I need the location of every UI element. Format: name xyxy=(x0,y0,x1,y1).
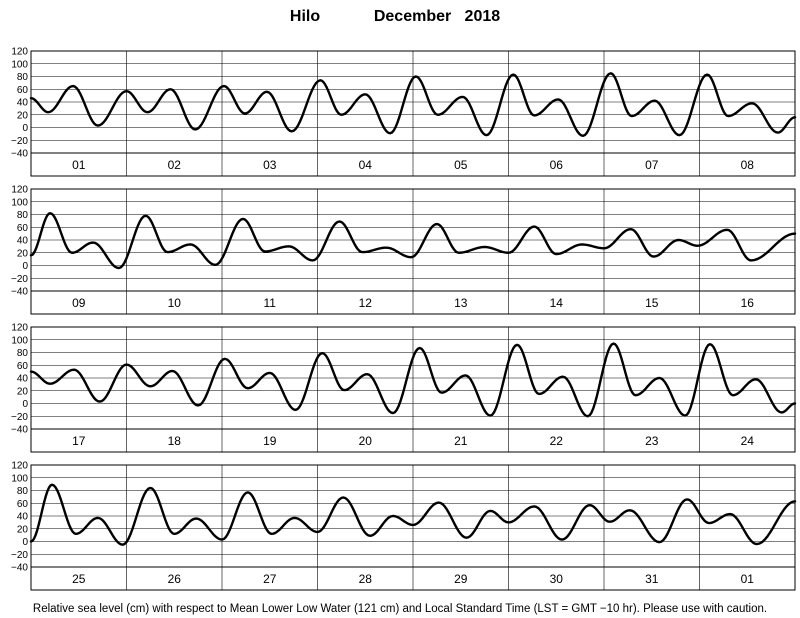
y-tick-label: 100 xyxy=(11,59,28,70)
y-tick-label: 80 xyxy=(17,348,29,359)
y-tick-label: 60 xyxy=(17,499,29,510)
y-tick-label: 60 xyxy=(17,361,29,372)
day-label: 12 xyxy=(359,296,373,310)
day-label: 03 xyxy=(263,158,277,172)
panel-frame xyxy=(30,50,796,177)
day-label: 23 xyxy=(645,434,659,448)
y-tick-label: −40 xyxy=(11,425,28,436)
y-tick-label: 80 xyxy=(17,72,29,83)
y-tick-label: −40 xyxy=(11,287,28,298)
panel-frame xyxy=(30,326,796,453)
day-label: 14 xyxy=(550,296,564,310)
panel-frame xyxy=(30,188,796,315)
day-label: 29 xyxy=(454,572,468,586)
day-label: 10 xyxy=(168,296,182,310)
chart-title-station: Hilo xyxy=(290,8,320,25)
day-label: 16 xyxy=(741,296,755,310)
panel-frame xyxy=(30,464,796,591)
day-label: 22 xyxy=(550,434,564,448)
y-tick-label: 0 xyxy=(22,399,28,410)
y-tick-label: 20 xyxy=(17,248,29,259)
day-label: 13 xyxy=(454,296,468,310)
day-label: 28 xyxy=(359,572,373,586)
y-tick-label: −40 xyxy=(11,149,28,160)
day-label: 11 xyxy=(264,296,277,310)
y-tick-label: 20 xyxy=(17,524,29,535)
tide-series-line xyxy=(29,72,797,137)
day-label: 27 xyxy=(263,572,277,586)
footnote: Relative sea level (cm) with respect to … xyxy=(33,603,767,615)
day-label: 07 xyxy=(645,158,659,172)
day-label: 20 xyxy=(359,434,373,448)
day-label: 09 xyxy=(72,296,86,310)
y-tick-label: 40 xyxy=(17,512,29,523)
day-label: 31 xyxy=(645,572,659,586)
tide-series-line xyxy=(29,483,797,546)
chart-title-period: December 2018 xyxy=(374,8,500,25)
y-tick-label: 120 xyxy=(11,323,28,334)
day-label: 02 xyxy=(168,158,182,172)
y-tick-label: 100 xyxy=(11,197,28,208)
day-label: 19 xyxy=(263,434,277,448)
tide-series-line xyxy=(29,212,797,270)
day-label: 08 xyxy=(741,158,755,172)
day-label: 25 xyxy=(72,572,86,586)
day-label: 17 xyxy=(72,434,86,448)
y-tick-label: 80 xyxy=(17,486,29,497)
day-label: 01 xyxy=(741,572,755,586)
y-tick-label: −20 xyxy=(11,274,28,285)
tide-series-line xyxy=(29,342,797,418)
y-tick-label: 120 xyxy=(11,461,28,472)
y-tick-label: −20 xyxy=(11,550,28,561)
y-tick-label: 0 xyxy=(22,261,28,272)
day-label: 18 xyxy=(168,434,182,448)
y-tick-label: 60 xyxy=(17,85,29,96)
day-label: 21 xyxy=(454,434,468,448)
day-label: 30 xyxy=(550,572,564,586)
y-tick-label: 20 xyxy=(17,110,29,121)
y-tick-label: 120 xyxy=(11,185,28,196)
y-tick-label: 0 xyxy=(22,123,28,134)
y-tick-label: −20 xyxy=(11,136,28,147)
day-label: 26 xyxy=(168,572,182,586)
y-tick-label: −20 xyxy=(11,412,28,423)
y-tick-label: 120 xyxy=(11,47,28,58)
y-tick-label: 40 xyxy=(17,374,29,385)
y-tick-label: −40 xyxy=(11,563,28,574)
y-tick-label: 40 xyxy=(17,236,29,247)
y-tick-label: 80 xyxy=(17,210,29,221)
y-tick-label: 20 xyxy=(17,386,29,397)
y-tick-label: 100 xyxy=(11,473,28,484)
y-tick-label: 40 xyxy=(17,98,29,109)
day-label: 15 xyxy=(645,296,659,310)
day-label: 24 xyxy=(741,434,755,448)
day-label: 05 xyxy=(454,158,468,172)
day-label: 01 xyxy=(72,158,86,172)
y-tick-label: 100 xyxy=(11,335,28,346)
y-tick-label: 60 xyxy=(17,223,29,234)
y-tick-label: 0 xyxy=(22,537,28,548)
day-label: 04 xyxy=(359,158,373,172)
day-label: 06 xyxy=(550,158,564,172)
